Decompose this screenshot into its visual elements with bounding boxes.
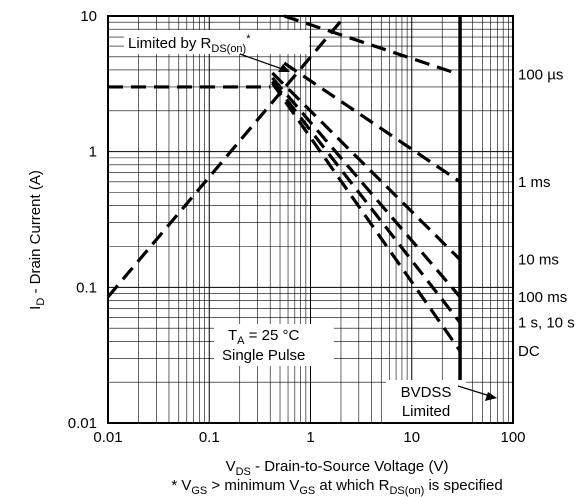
series-line-5 bbox=[271, 82, 462, 352]
series-label: 10 ms bbox=[518, 252, 559, 269]
series-line-3 bbox=[271, 76, 462, 298]
x-tick-label: 0.01 bbox=[93, 429, 122, 446]
rds-label-bg bbox=[124, 30, 309, 54]
series-label-bg bbox=[515, 171, 556, 191]
x-tick-label: 100 bbox=[500, 429, 525, 446]
rds-limit-label: Limited by RDS(on)* bbox=[128, 33, 251, 55]
series-label: DC bbox=[518, 343, 540, 360]
bvdss-label-bg bbox=[386, 380, 466, 422]
rds-on-limit-line bbox=[106, 14, 347, 298]
series-line-0 bbox=[283, 14, 461, 77]
x-tick-label: 10 bbox=[403, 429, 420, 446]
series-label-bg bbox=[515, 64, 573, 84]
x-tick-label: 1 bbox=[306, 429, 314, 446]
rds-arrow-head bbox=[278, 64, 290, 72]
plot-lines bbox=[106, 14, 462, 423]
footnote: * VGS > minimum VGS at which RDS(on) is … bbox=[171, 477, 502, 497]
y-tick-label: 0.01 bbox=[68, 415, 97, 432]
series-line-4 bbox=[271, 80, 462, 324]
y-axis-label: ID - Drain Current (A) bbox=[27, 170, 47, 310]
tick-labels: 0.01 0.1 1 10 100 0.01 0.1 1 10 bbox=[68, 8, 526, 446]
temperature-label: TA = 25 °C bbox=[228, 327, 299, 347]
series-label: 1 ms bbox=[518, 174, 551, 191]
series-label-bg bbox=[515, 286, 573, 306]
bvdss-arrow-line bbox=[457, 385, 491, 397]
y-tick-label: 10 bbox=[80, 8, 97, 25]
series-label-bg bbox=[515, 312, 585, 332]
series-label-bg bbox=[515, 249, 564, 269]
bvdss-limited-label: Limited bbox=[402, 403, 450, 420]
y-tick-label: 0.1 bbox=[76, 279, 97, 296]
y-tick-label: 1 bbox=[89, 144, 97, 161]
bvdss-arrow-head bbox=[485, 392, 497, 401]
plot-frame bbox=[107, 15, 514, 424]
series-label: 100 ms bbox=[518, 289, 567, 306]
series-labels: 100 µs 1 ms 10 ms 100 ms 1 s, 10 s DC bbox=[515, 64, 585, 360]
rds-arrow-line bbox=[239, 53, 286, 71]
x-axis-label: VDS - Drain-to-Source Voltage (V) bbox=[226, 458, 449, 478]
x-tick-label: 0.1 bbox=[199, 429, 220, 446]
series-label-bg bbox=[515, 340, 539, 360]
series-label: 100 µs bbox=[518, 67, 563, 84]
single-pulse-label: Single Pulse bbox=[222, 347, 305, 364]
series-line-1 bbox=[283, 61, 461, 184]
conditions-label-bg bbox=[214, 324, 334, 366]
bvdss-label: BVDSS bbox=[401, 384, 452, 401]
series-label: 1 s, 10 s bbox=[518, 315, 575, 332]
series-line-2 bbox=[271, 71, 462, 261]
